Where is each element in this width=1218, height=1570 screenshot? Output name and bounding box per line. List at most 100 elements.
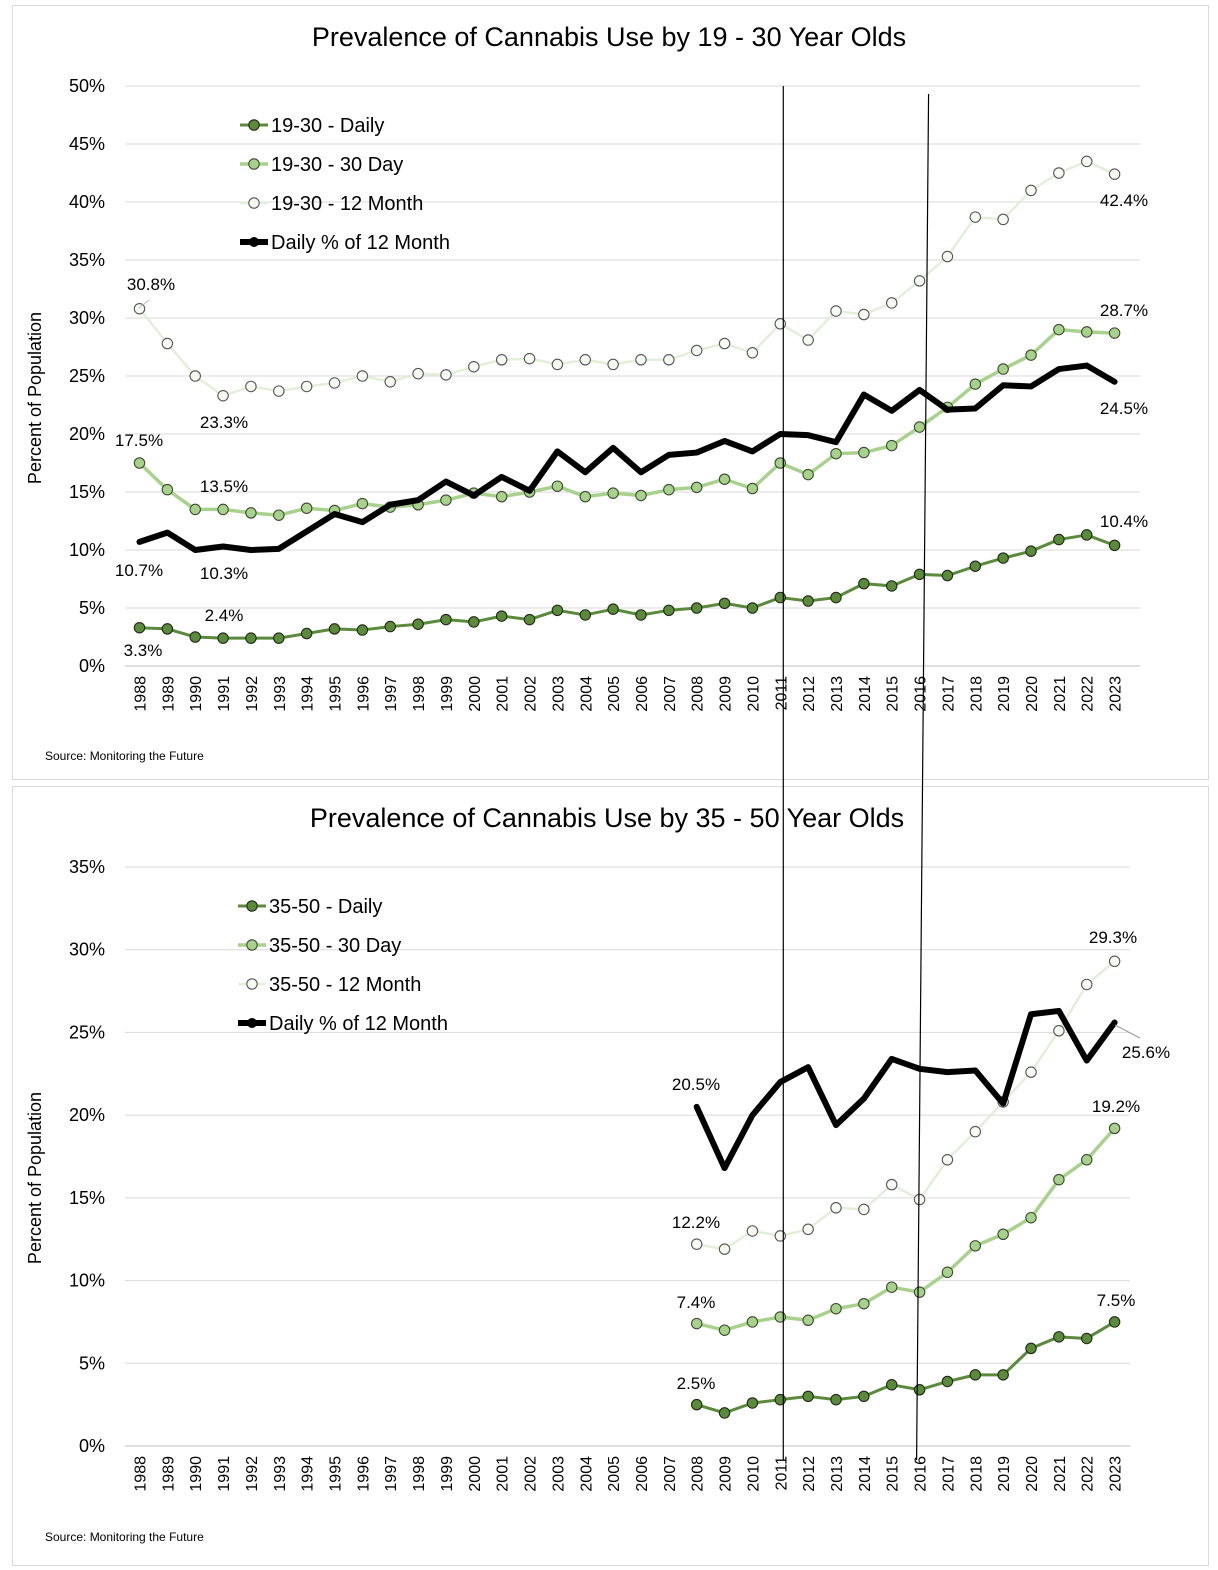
- x-tick-label: 2020: [1024, 1456, 1041, 1492]
- series-line: [695, 960, 1116, 1251]
- data-point: [1053, 167, 1065, 179]
- data-point: [997, 1369, 1009, 1381]
- x-tick-label: 2005: [606, 676, 623, 712]
- data-point: [830, 1202, 842, 1214]
- data-label: 3.3%: [124, 641, 163, 660]
- data-point: [913, 568, 926, 581]
- data-point: [746, 347, 759, 359]
- data-point: [802, 1314, 814, 1327]
- data-point: [858, 577, 870, 590]
- data-point: [245, 380, 257, 393]
- data-point: [913, 1384, 926, 1396]
- y-tick-label: 40%: [69, 192, 105, 212]
- data-point: [885, 1178, 898, 1191]
- data-point: [830, 1393, 842, 1406]
- x-tick-label: 2003: [550, 1456, 567, 1492]
- data-point: [941, 1154, 954, 1166]
- x-tick-label: 1990: [188, 676, 205, 712]
- data-point: [189, 503, 201, 516]
- x-tick-label: 1990: [188, 1456, 205, 1492]
- x-tick-label: 2005: [606, 1456, 623, 1492]
- legend-swatch-marker: [248, 197, 260, 209]
- data-point: [774, 1393, 787, 1406]
- data-point: [1025, 1342, 1037, 1355]
- data-point: [468, 616, 480, 628]
- chart2-y-axis-label: Percent of Population: [25, 1092, 45, 1264]
- data-label: 2.5%: [677, 1374, 716, 1393]
- x-tick-label: 2009: [718, 1456, 735, 1492]
- data-point: [1080, 978, 1093, 991]
- x-tick-label: 2018: [968, 1456, 985, 1492]
- data-point: [1053, 323, 1065, 336]
- x-tick-label: 1997: [383, 1456, 400, 1492]
- x-tick-label: 2018: [968, 676, 985, 712]
- data-point: [885, 580, 898, 592]
- chart2-series: [690, 955, 1121, 1419]
- x-tick-label: 2021: [1052, 1456, 1069, 1492]
- x-tick-label: 2010: [745, 1456, 762, 1492]
- data-point: [273, 632, 285, 644]
- y-tick-label: 5%: [79, 1353, 105, 1373]
- data-point: [635, 609, 647, 621]
- x-tick-label: 1994: [300, 1456, 317, 1492]
- x-tick-label: 2014: [857, 1456, 874, 1492]
- data-point: [607, 487, 619, 499]
- x-tick-label: 1999: [439, 676, 456, 712]
- x-tick-label: 2017: [940, 676, 957, 712]
- data-label: 29.3%: [1089, 928, 1137, 947]
- chart2-x-ticks: 1988 1989 1990 1991 1992 1993 1994 1995 1996 1997…: [133, 1456, 1125, 1492]
- data-label: 7.4%: [677, 1293, 716, 1312]
- y-tick-label: 30%: [69, 940, 105, 960]
- legend-label: 19-30 - Daily: [271, 115, 384, 137]
- data-point: [189, 370, 201, 382]
- data-point: [802, 1390, 814, 1403]
- x-tick-label: 2019: [996, 1456, 1013, 1492]
- x-tick-label: 1996: [355, 1456, 372, 1492]
- x-tick-label: 2017: [940, 1456, 957, 1492]
- vertical-marker-line: [915, 93, 930, 1461]
- data-point: [774, 1230, 787, 1242]
- data-point: [579, 609, 592, 621]
- data-point: [718, 473, 731, 485]
- data-point: [718, 597, 731, 610]
- data-point: [356, 370, 369, 382]
- chart1-series: [133, 155, 1121, 644]
- data-point: [1053, 1331, 1065, 1343]
- data-label: 7.5%: [1097, 1291, 1136, 1310]
- x-tick-label: 2023: [1108, 1456, 1125, 1492]
- x-tick-label: 2004: [578, 1456, 595, 1492]
- data-point: [830, 305, 842, 317]
- series-line: [694, 1126, 1117, 1332]
- data-point: [300, 502, 313, 514]
- data-point: [858, 446, 870, 459]
- y-tick-label: 0%: [79, 656, 105, 676]
- x-tick-label: 2008: [690, 1456, 707, 1492]
- data-point: [440, 494, 452, 506]
- chart2-title: Prevalence of Cannabis Use by 35 - 50 Ye…: [310, 803, 904, 833]
- data-point: [913, 421, 926, 433]
- data-point: [412, 367, 424, 380]
- x-tick-label: 1993: [272, 676, 289, 712]
- data-point: [774, 318, 787, 330]
- data-point: [356, 497, 369, 510]
- x-tick-label: 2008: [690, 676, 707, 712]
- y-tick-label: 25%: [69, 366, 105, 386]
- data-point: [1108, 955, 1121, 968]
- data-label: 10.4%: [1100, 512, 1148, 531]
- data-point: [551, 604, 564, 617]
- data-point: [495, 354, 508, 366]
- data-point: [830, 1302, 842, 1315]
- data-point: [1108, 327, 1121, 339]
- x-tick-label: 1998: [411, 676, 428, 712]
- data-point: [690, 481, 703, 494]
- data-point: [969, 1240, 982, 1252]
- x-tick-label: 1998: [411, 1456, 428, 1492]
- x-tick-label: 1988: [133, 676, 150, 712]
- data-point: [774, 457, 787, 469]
- data-point: [189, 631, 201, 643]
- data-point: [523, 613, 536, 626]
- y-tick-label: 15%: [69, 482, 105, 502]
- legend-label: 19-30 - 12 Month: [271, 193, 423, 215]
- data-point: [161, 483, 174, 496]
- data-point: [830, 591, 842, 604]
